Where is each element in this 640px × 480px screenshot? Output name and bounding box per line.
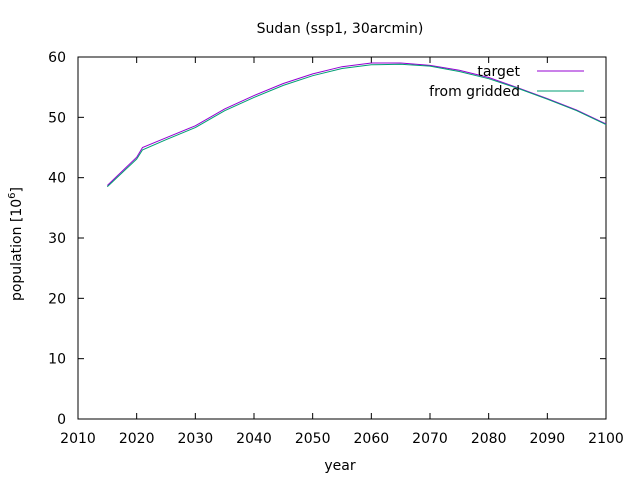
x-tick-label: 2030 bbox=[178, 431, 214, 447]
x-axis-label: year bbox=[324, 458, 355, 474]
x-axis: 2010 2020 2030 2040 2050 2060 2070 2080 2090 2100 bbox=[60, 57, 624, 447]
y-tick-label: 10 bbox=[48, 352, 66, 368]
x-tick-label: 2040 bbox=[236, 431, 272, 447]
y-axis: 0 10 20 30 40 50 60 bbox=[48, 50, 606, 428]
y-tick-label: 30 bbox=[48, 231, 66, 247]
x-tick-label: 2050 bbox=[295, 431, 331, 447]
series-lines bbox=[106, 62, 607, 188]
x-tick-label: 2020 bbox=[119, 431, 155, 447]
x-tick-label: 2090 bbox=[530, 431, 566, 447]
series-line-from-gridded bbox=[106, 63, 607, 188]
x-tick-label: 2100 bbox=[588, 431, 624, 447]
legend-label: target bbox=[477, 64, 520, 80]
x-tick-label: 2060 bbox=[354, 431, 390, 447]
y-tick-label: 60 bbox=[48, 50, 66, 66]
y-axis-label: population [106] bbox=[7, 187, 25, 301]
legend-label: from gridded bbox=[429, 84, 520, 100]
y-tick-label: 50 bbox=[48, 110, 66, 126]
x-tick-label: 2080 bbox=[471, 431, 507, 447]
series-line-target bbox=[106, 62, 607, 186]
legend: target from gridded bbox=[429, 64, 584, 100]
x-tick-label: 2070 bbox=[412, 431, 448, 447]
x-tick-label: 2010 bbox=[60, 431, 96, 447]
chart-title: Sudan (ssp1, 30arcmin) bbox=[257, 21, 424, 37]
y-axis-label-suffix: ] bbox=[9, 187, 25, 192]
y-tick-label: 0 bbox=[57, 412, 66, 428]
plot-frame bbox=[77, 56, 607, 420]
y-axis-label-exponent: 6 bbox=[7, 192, 18, 198]
y-axis-label-main: population [10 bbox=[9, 199, 25, 301]
y-tick-label: 20 bbox=[48, 291, 66, 307]
y-tick-label: 40 bbox=[48, 171, 66, 187]
plot-border bbox=[77, 56, 607, 420]
